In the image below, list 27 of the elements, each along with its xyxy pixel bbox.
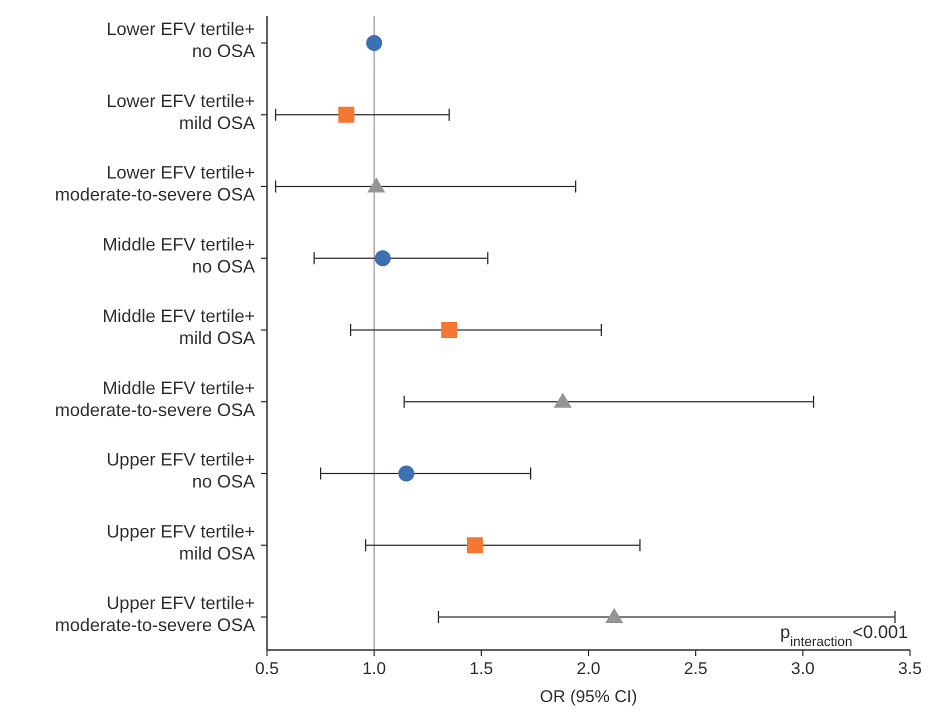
y-tick-label: Middle EFV tertile+ moderate-to-severe OSA (54, 378, 255, 420)
point (338, 106, 354, 123)
y-tick-label: Upper EFV tertile+ mild OSA (106, 521, 255, 564)
x-tick-label: 1.0 (362, 659, 386, 678)
y-tick-label: Upper EFV tertile+ moderate-to-severe OSA (54, 593, 255, 635)
y-tick-label: Lower EFV tertile+ moderate-to-severe OSA (54, 162, 255, 204)
point (398, 466, 414, 482)
y-tick-label: Lower EFV tertile+ mild OSA (106, 90, 255, 133)
point (605, 608, 624, 623)
point (441, 322, 458, 338)
point (366, 35, 382, 51)
x-tick-label: 1.5 (470, 659, 494, 678)
y-tick-label: Middle EFV tertile+ no OSA (102, 234, 255, 276)
point (466, 537, 483, 554)
point (374, 250, 391, 266)
y-tick-label: Middle EFV tertile+ mild OSA (102, 306, 255, 348)
x-tick-label: 3.5 (898, 659, 922, 678)
x-tick-label: 3.0 (791, 659, 815, 678)
annotation: p$_{interaction}$<0.001 (780, 622, 908, 648)
point (554, 392, 572, 408)
x-tick-label: 2.0 (576, 659, 600, 678)
x-tick-label: 2.5 (684, 659, 708, 678)
y-tick-label: Upper EFV tertile+ no OSA (106, 450, 255, 492)
y-tick-label: Lower EFV tertile+ no OSA (106, 19, 255, 61)
x-tick-label: 0.5 (255, 659, 279, 678)
x-axis-title: OR (95% CI) (540, 687, 638, 706)
point (367, 178, 386, 192)
